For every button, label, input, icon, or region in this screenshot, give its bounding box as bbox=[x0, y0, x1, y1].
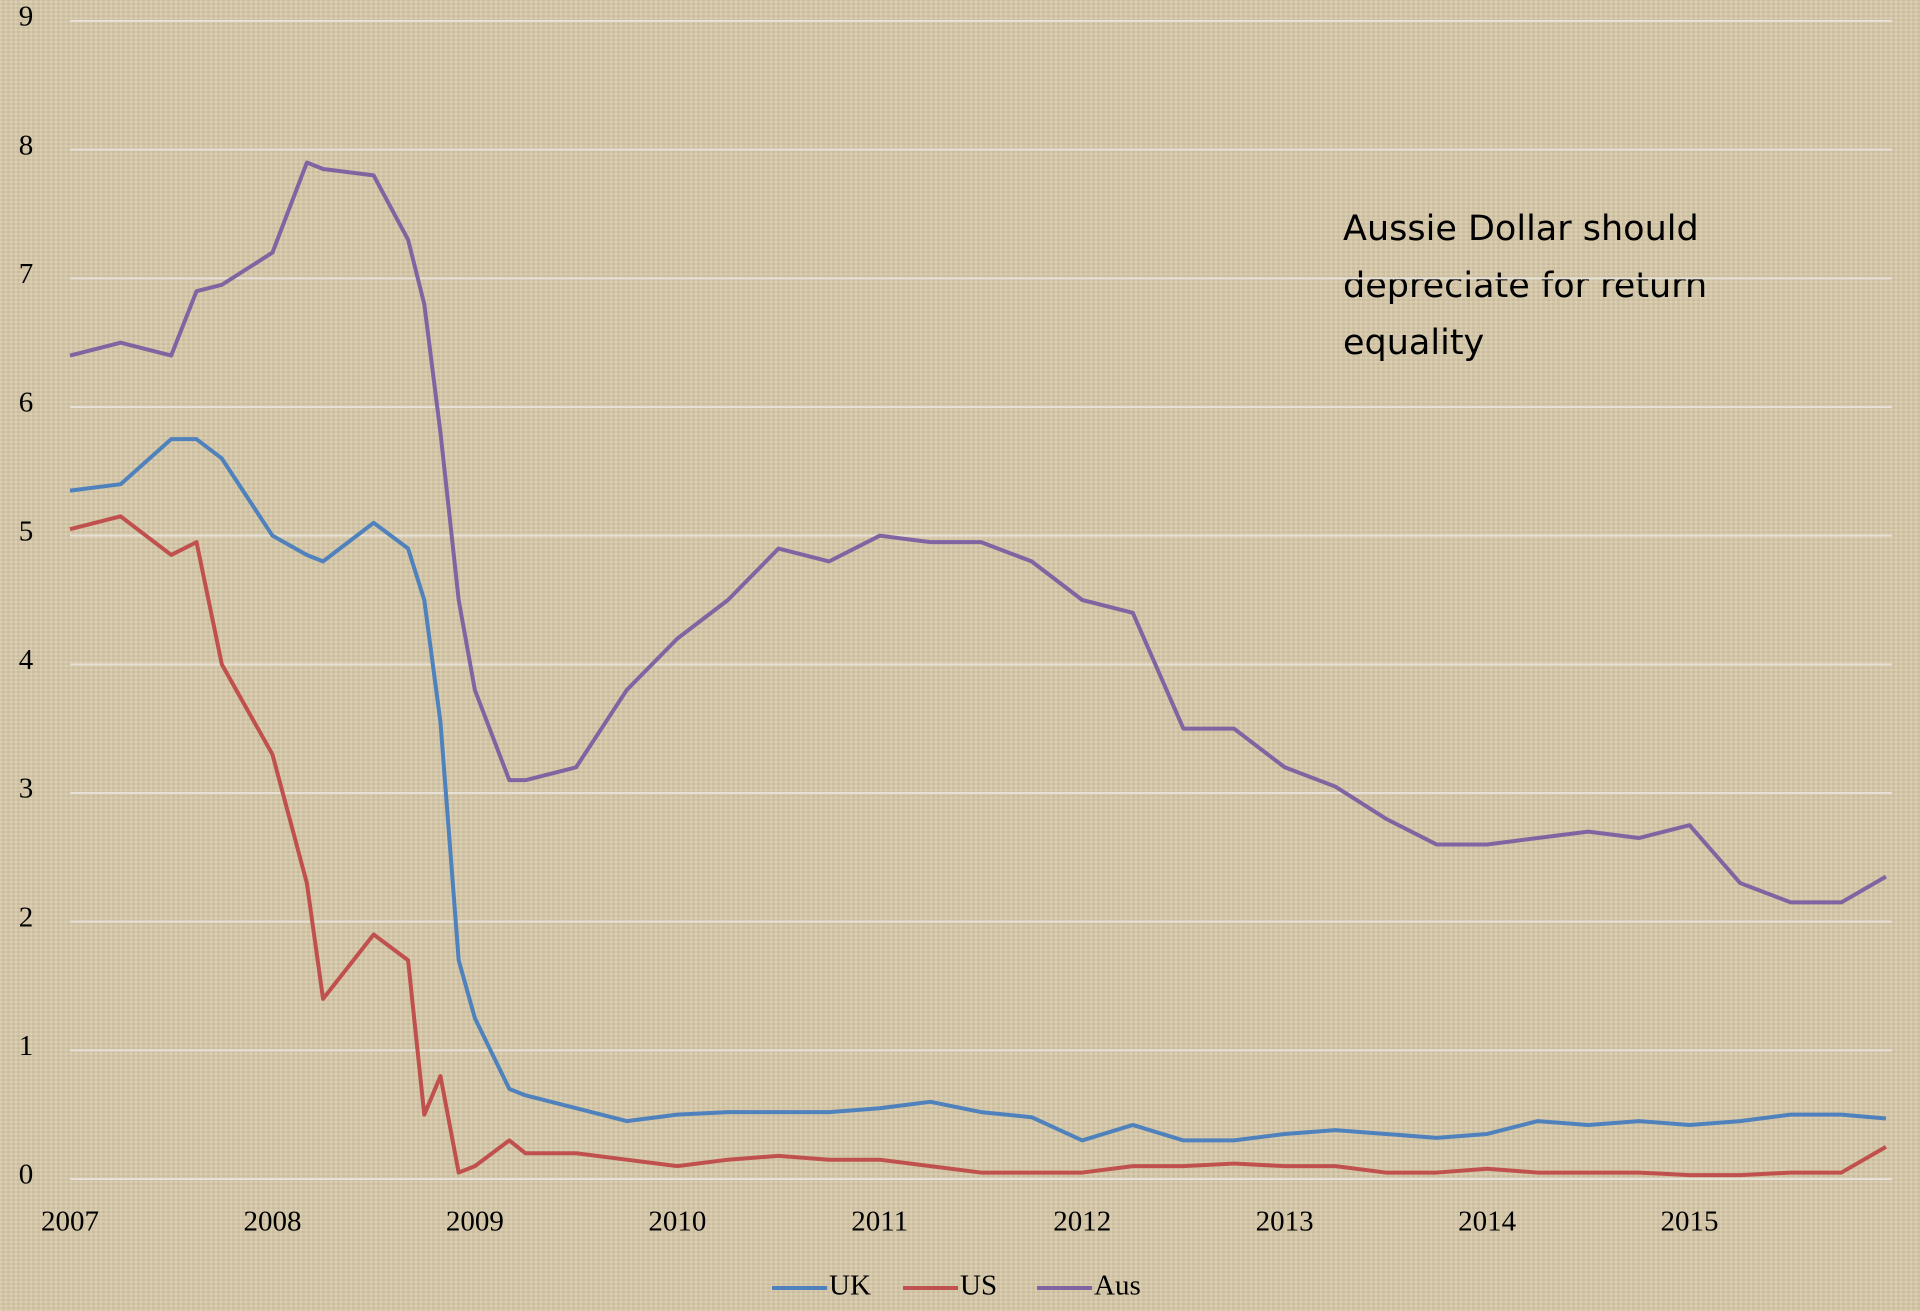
x-tick-label: 2015 bbox=[1661, 1206, 1719, 1238]
y-tick-label: 2 bbox=[19, 901, 34, 933]
x-tick-label: 2014 bbox=[1458, 1206, 1517, 1238]
y-tick-label: 9 bbox=[19, 1, 34, 33]
x-tick-label: 2011 bbox=[851, 1206, 908, 1238]
x-tick-label: 2010 bbox=[648, 1206, 706, 1238]
y-tick-label: 0 bbox=[19, 1159, 34, 1191]
line-series bbox=[69, 160, 1887, 905]
line-series bbox=[69, 514, 1887, 1178]
x-tick-label: 2009 bbox=[446, 1206, 504, 1238]
y-tick-label: 3 bbox=[19, 773, 34, 805]
y-tick-label: 1 bbox=[19, 1030, 34, 1062]
legend-label: US bbox=[960, 1270, 997, 1302]
x-tick-label: 2008 bbox=[243, 1206, 301, 1238]
x-tick-label: 2012 bbox=[1053, 1206, 1111, 1238]
y-tick-label: 8 bbox=[19, 129, 34, 161]
legend-label: Aus bbox=[1094, 1270, 1141, 1302]
legend-label: UK bbox=[829, 1270, 871, 1302]
y-tick-label: 4 bbox=[19, 644, 34, 676]
x-tick-label: 2007 bbox=[41, 1206, 99, 1238]
line-series bbox=[69, 437, 1887, 1143]
x-tick-label: 2013 bbox=[1256, 1206, 1314, 1238]
y-tick-label: 7 bbox=[19, 258, 34, 290]
y-tick-label: 6 bbox=[19, 387, 34, 419]
y-tick-label: 5 bbox=[19, 515, 34, 547]
annotation: Aussie Dollar should depreciate for retur… bbox=[1343, 209, 1707, 363]
